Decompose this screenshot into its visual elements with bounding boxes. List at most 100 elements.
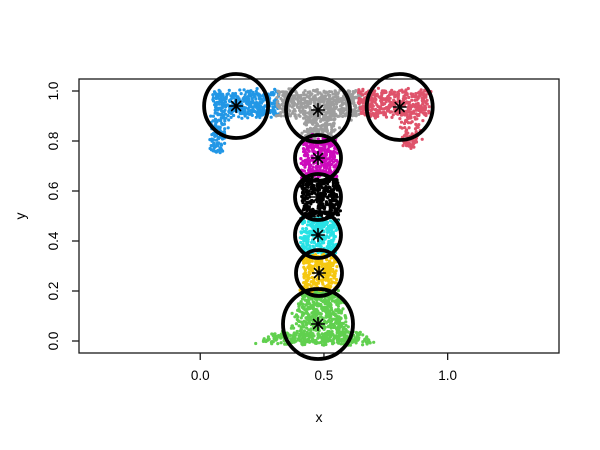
data-point — [324, 314, 328, 318]
data-point — [216, 137, 221, 141]
data-point — [306, 115, 310, 119]
data-point — [305, 302, 309, 306]
data-point — [297, 113, 301, 117]
data-point — [342, 334, 346, 338]
data-point — [326, 195, 330, 199]
data-point — [299, 96, 303, 100]
data-point — [367, 338, 371, 342]
data-point — [314, 124, 318, 129]
data-point — [299, 230, 303, 234]
data-point — [335, 278, 339, 282]
center-asterisk-stem-mid-lower — [313, 267, 325, 279]
data-point — [306, 111, 310, 115]
data-point — [220, 136, 225, 140]
data-point — [335, 151, 339, 155]
data-point — [410, 105, 414, 109]
data-point — [300, 191, 305, 195]
data-point — [329, 205, 334, 209]
data-point — [333, 164, 337, 168]
data-point — [372, 114, 376, 118]
center-asterisk-stem-base — [312, 318, 324, 330]
data-point — [309, 120, 313, 124]
x-axis-title: x — [316, 409, 323, 425]
data-point — [365, 90, 369, 95]
data-point — [299, 316, 303, 320]
data-point — [414, 122, 418, 126]
data-point — [299, 161, 303, 165]
data-point — [333, 117, 337, 121]
data-point — [353, 339, 357, 343]
data-point — [352, 101, 356, 105]
data-point — [326, 117, 331, 121]
data-point — [304, 338, 308, 342]
data-point — [322, 339, 326, 343]
data-point — [336, 114, 340, 118]
data-point — [415, 117, 419, 121]
data-point — [391, 101, 395, 105]
data-point — [340, 324, 344, 328]
data-point — [334, 193, 338, 197]
data-point — [423, 107, 427, 111]
data-point — [409, 110, 413, 114]
data-point — [415, 95, 419, 99]
data-point — [323, 325, 327, 329]
data-point — [412, 141, 417, 145]
data-point — [328, 305, 332, 309]
data-point — [331, 96, 335, 100]
data-point — [341, 114, 345, 118]
cluster-circle-stem-mid-lower — [294, 248, 344, 298]
data-point — [340, 339, 344, 343]
data-point — [221, 123, 225, 127]
data-point — [383, 102, 387, 106]
data-point — [383, 113, 387, 117]
data-point — [326, 106, 330, 111]
data-point — [310, 240, 314, 244]
data-point — [321, 115, 326, 120]
data-point — [360, 106, 364, 110]
data-point — [297, 335, 301, 339]
data-point — [306, 240, 310, 244]
data-point — [304, 334, 309, 338]
data-point — [302, 329, 306, 333]
data-point — [311, 338, 315, 342]
data-point — [293, 113, 297, 117]
data-point — [370, 102, 374, 106]
center-asterisk-stem-middle — [312, 229, 324, 241]
data-point — [341, 327, 345, 331]
data-point — [295, 314, 299, 318]
data-point — [304, 273, 308, 278]
data-point — [309, 115, 313, 119]
data-point — [316, 262, 320, 266]
data-point — [221, 113, 225, 117]
data-point — [373, 95, 377, 99]
data-point — [261, 99, 265, 103]
data-point — [420, 96, 424, 100]
data-point — [305, 311, 309, 315]
data-point — [332, 199, 336, 203]
x-tick-label: 1.0 — [438, 368, 457, 383]
data-point — [327, 142, 331, 147]
data-point — [320, 259, 324, 263]
data-point — [215, 96, 220, 100]
data-point — [278, 90, 282, 94]
data-point — [222, 116, 226, 120]
data-point — [259, 110, 263, 114]
data-point — [290, 339, 294, 343]
data-point — [382, 90, 386, 94]
data-point — [300, 340, 304, 344]
data-point — [354, 114, 358, 118]
data-point — [321, 95, 325, 99]
data-point — [275, 103, 279, 107]
data-point — [408, 142, 412, 146]
data-point — [309, 339, 313, 343]
data-point — [409, 116, 413, 120]
data-point — [328, 160, 332, 164]
data-point — [256, 113, 260, 117]
data-point — [404, 132, 408, 136]
data-point — [306, 307, 310, 311]
data-point — [322, 273, 327, 277]
data-point — [398, 117, 402, 121]
data-point — [321, 300, 325, 304]
data-point — [299, 157, 303, 161]
data-point — [289, 337, 293, 341]
